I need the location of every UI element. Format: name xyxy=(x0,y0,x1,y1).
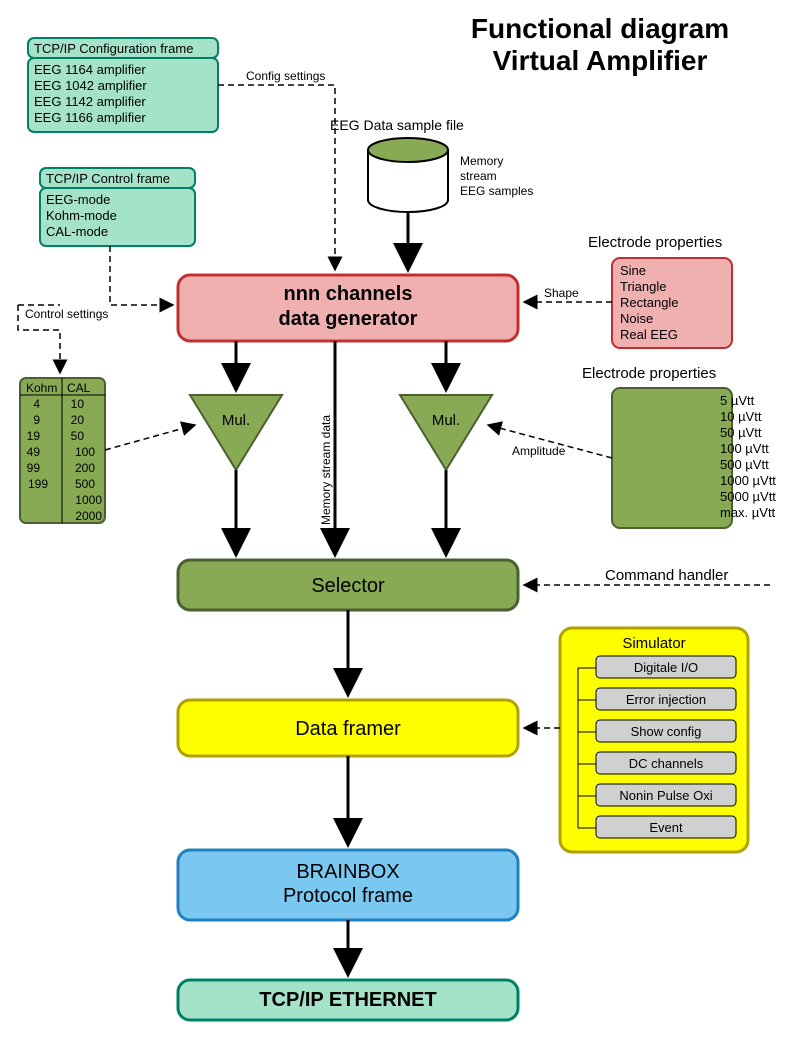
control-to-datagen-arrow xyxy=(110,246,173,305)
amp-item-7: max. µVtt xyxy=(720,505,776,520)
sample-sub2: stream xyxy=(460,169,497,183)
table-r5c0: 199 xyxy=(28,477,48,491)
shape-item-2: Rectangle xyxy=(620,295,679,310)
table-r5c1: 500 xyxy=(75,477,95,491)
sim-item-1-label: Error injection xyxy=(626,692,706,707)
command-handler-label: Command handler xyxy=(605,567,728,584)
amp-item-0: 5 µVtt xyxy=(720,393,755,408)
brainbox-line2: Protocol frame xyxy=(283,885,413,907)
config-item-0: EEG 1164 amplifier xyxy=(34,62,146,77)
electrode-amp-box: Electrode properties 5 µVtt 10 µVtt 50 µ… xyxy=(582,365,776,528)
title-line2: Virtual Amplifier xyxy=(493,45,708,76)
table-to-mul-arrow xyxy=(105,425,195,450)
simulator-item-5: Event xyxy=(596,816,736,838)
sample-file-title: EEG Data sample file xyxy=(330,117,464,133)
table-r1c1: 20 xyxy=(71,413,85,427)
table-r0c1: 10 xyxy=(71,397,85,411)
sim-item-3-label: DC channels xyxy=(629,756,704,771)
mem-stream-label: Memory stream data xyxy=(319,415,333,525)
config-item-1: EEG 1042 amplifier xyxy=(34,78,147,93)
amp-item-5: 1000 µVtt xyxy=(720,473,776,488)
brainbox-box: BRAINBOX Protocol frame xyxy=(178,850,518,920)
amplitude-label: Amplitude xyxy=(512,444,566,458)
electrode-amp-title: Electrode properties xyxy=(582,365,716,382)
table-r4c0: 99 xyxy=(27,461,41,475)
table-r0c0: 4 xyxy=(33,397,40,411)
sample-sub3: EEG samples xyxy=(460,184,533,198)
data-generator-box: nnn channels data generator xyxy=(178,275,518,341)
data-framer-box: Data framer xyxy=(178,700,518,756)
control-frame-box: TCP/IP Control frame EEG-mode Kohm-mode … xyxy=(40,168,195,246)
shape-item-1: Triangle xyxy=(620,279,666,294)
amp-item-1: 10 µVtt xyxy=(720,409,762,424)
control-item-0: EEG-mode xyxy=(46,192,110,207)
mul-left: Mul. xyxy=(190,395,282,470)
shape-item-3: Noise xyxy=(620,311,653,326)
table-r3c0: 49 xyxy=(27,445,41,459)
electrode-shape-title: Electrode properties xyxy=(588,234,722,251)
electrode-shape-box: Electrode properties Sine Triangle Recta… xyxy=(588,234,732,348)
shape-label: Shape xyxy=(544,286,579,300)
simulator-title: Simulator xyxy=(622,635,685,652)
data-framer-label: Data framer xyxy=(295,718,401,740)
amp-item-3: 100 µVtt xyxy=(720,441,769,456)
simulator-item-2: Show config xyxy=(596,720,736,742)
ethernet-label: TCP/IP ETHERNET xyxy=(259,989,436,1011)
config-item-3: EEG 1166 amplifier xyxy=(34,110,146,125)
sim-item-5-label: Event xyxy=(649,820,683,835)
config-frame-box: TCP/IP Configuration frame EEG 1164 ampl… xyxy=(28,38,218,132)
config-frame-title: TCP/IP Configuration frame xyxy=(34,41,193,56)
table-r6c1: 1000 xyxy=(75,493,102,507)
table-r3c1: 100 xyxy=(75,445,95,459)
table-hdr-1: CAL xyxy=(67,381,91,395)
sim-item-0-label: Digitale I/O xyxy=(634,660,698,675)
mul-right: Mul. xyxy=(400,395,492,470)
mul-left-label: Mul. xyxy=(222,412,250,429)
table-r1c0: 9 xyxy=(33,413,40,427)
title-line1: Functional diagram xyxy=(471,13,729,44)
ethernet-box: TCP/IP ETHERNET xyxy=(178,980,518,1020)
sim-item-4-label: Nonin Pulse Oxi xyxy=(619,788,712,803)
control-item-2: CAL-mode xyxy=(46,224,108,239)
selector-box: Selector xyxy=(178,560,518,610)
brainbox-line1: BRAINBOX xyxy=(296,861,399,883)
simulator-item-3: DC channels xyxy=(596,752,736,774)
data-gen-line1: nnn channels xyxy=(284,283,413,305)
table-hdr-0: Kohm xyxy=(26,381,57,395)
selector-label: Selector xyxy=(311,575,385,597)
config-item-2: EEG 1142 amplifier xyxy=(34,94,146,109)
control-frame-title: TCP/IP Control frame xyxy=(46,171,170,186)
amp-item-2: 50 µVtt xyxy=(720,425,762,440)
sim-item-2-label: Show config xyxy=(631,724,702,739)
amp-item-4: 500 µVtt xyxy=(720,457,769,472)
shape-item-0: Sine xyxy=(620,263,646,278)
sample-sub1: Memory xyxy=(460,154,503,168)
data-gen-line2: data generator xyxy=(279,308,418,330)
config-settings-label: Config settings xyxy=(246,69,325,83)
table-r7c1: 2000 xyxy=(75,509,102,523)
kohm-cal-table: Kohm CAL 4 10 9 20 19 50 49 100 99 200 1… xyxy=(20,378,105,523)
table-r2c1: 50 xyxy=(71,429,85,443)
shape-item-4: Real EEG xyxy=(620,327,678,342)
control-settings-label: Control settings xyxy=(25,307,108,321)
simulator-box: Simulator Digitale I/O Error injection S… xyxy=(560,628,748,852)
table-r4c1: 200 xyxy=(75,461,95,475)
table-r2c0: 19 xyxy=(27,429,41,443)
config-to-datagen-arrow xyxy=(218,85,335,270)
control-item-1: Kohm-mode xyxy=(46,208,117,223)
simulator-item-0: Digitale I/O xyxy=(596,656,736,678)
mul-right-label: Mul. xyxy=(432,412,460,429)
simulator-item-4: Nonin Pulse Oxi xyxy=(596,784,736,806)
simulator-item-1: Error injection xyxy=(596,688,736,710)
sample-file: EEG Data sample file Memory stream EEG s… xyxy=(330,117,533,212)
amp-item-6: 5000 µVtt xyxy=(720,489,776,504)
